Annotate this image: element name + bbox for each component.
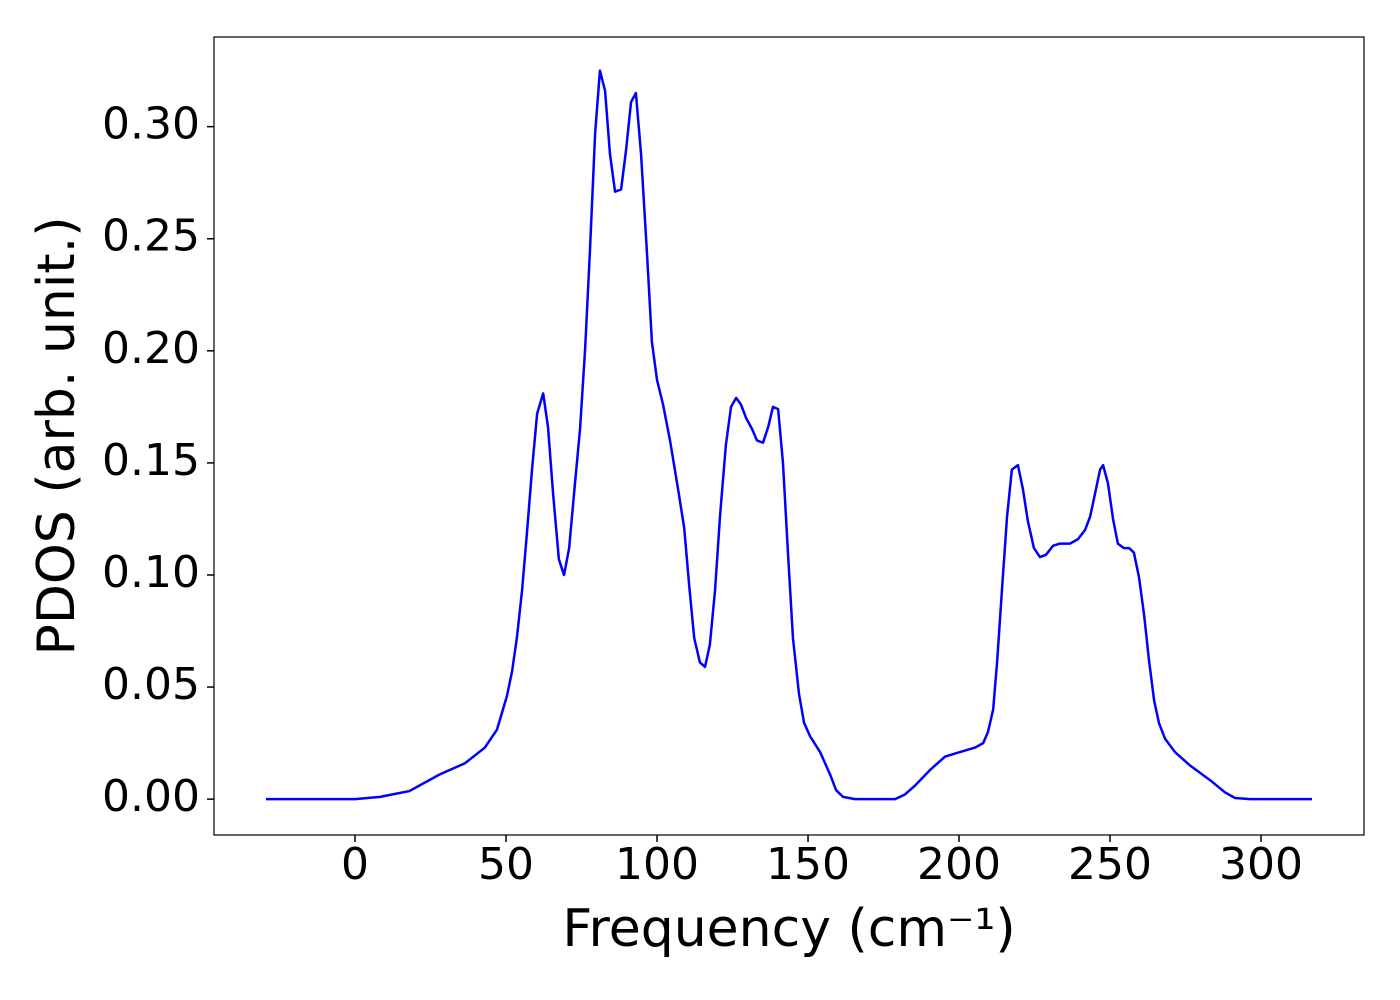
- x-axis-label: Frequency (cm⁻¹): [562, 899, 1015, 959]
- y-tick-label: 0.25: [102, 211, 200, 262]
- line-series: [265, 69, 1313, 801]
- y-tick-label: 0.15: [102, 435, 200, 486]
- x-tick-label: 100: [615, 839, 699, 890]
- plot-frame: [213, 36, 1365, 836]
- x-tick-label: 250: [1068, 839, 1152, 890]
- y-tick-label: 0.10: [102, 547, 200, 598]
- x-tick-label: 150: [766, 839, 850, 890]
- y-tick-label: 0.00: [102, 771, 200, 822]
- x-tick-label: 300: [1219, 839, 1303, 890]
- y-tick-label: 0.30: [102, 99, 200, 150]
- y-tick-label: 0.20: [102, 323, 200, 374]
- x-tick-label: 0: [341, 839, 369, 890]
- x-tick-label: 200: [917, 839, 1001, 890]
- y-tick-label: 0.05: [102, 659, 200, 710]
- x-tick-label: 50: [478, 839, 534, 890]
- y-axis-label: PDOS (arb. unit.): [27, 216, 87, 655]
